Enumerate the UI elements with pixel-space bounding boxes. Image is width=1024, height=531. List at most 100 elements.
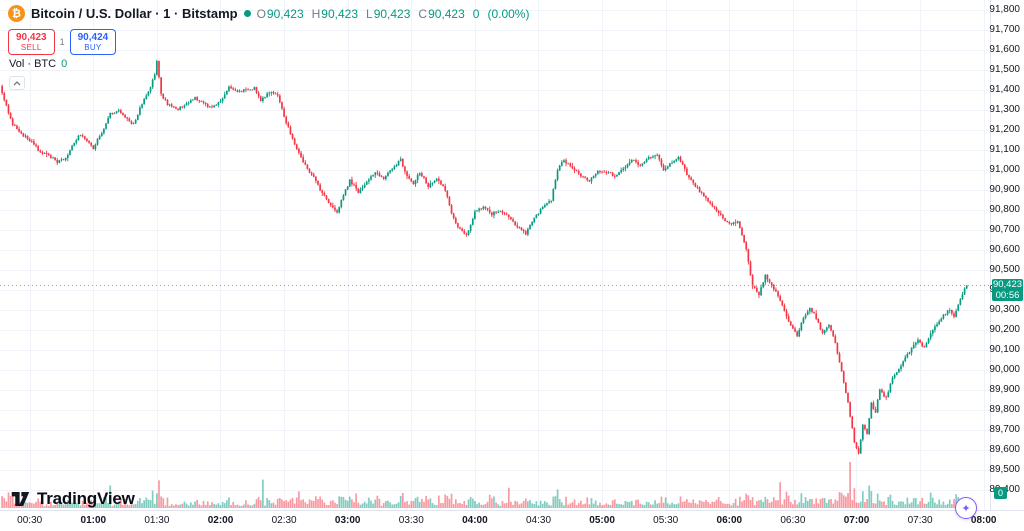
volume-bar [830, 499, 832, 508]
candle [459, 227, 461, 229]
volume-bar [817, 503, 820, 508]
volume-bar [217, 503, 220, 508]
volume-bar [700, 501, 703, 508]
candle [732, 222, 735, 224]
volume-bar [264, 505, 266, 508]
volume-bar [283, 501, 285, 508]
price-axis-label: 91,000 [989, 164, 1020, 175]
candle [488, 209, 491, 213]
buy-button[interactable]: 90,424 BUY [69, 29, 117, 55]
volume-bar [931, 497, 934, 508]
candle [308, 169, 311, 173]
volume-bar [898, 501, 900, 508]
candle [312, 174, 315, 177]
volume-bar [753, 505, 756, 508]
volume-bar [410, 501, 413, 508]
volume-bar [156, 493, 158, 508]
candle [859, 439, 862, 454]
candle [959, 299, 962, 305]
candle [43, 153, 46, 154]
volume-bar [592, 503, 595, 508]
candle [821, 329, 824, 334]
volume-bar [433, 504, 436, 508]
candle [170, 104, 173, 107]
candle [109, 113, 112, 119]
candle [289, 126, 292, 135]
volume-bar [497, 504, 500, 508]
candle [510, 217, 512, 220]
price-axis-label: 91,200 [989, 124, 1020, 135]
volume-bar [94, 495, 97, 508]
candle [113, 113, 116, 115]
symbol-title[interactable]: Bitcoin / U.S. Dollar · 1 · Bitstamp [31, 6, 238, 21]
candle [147, 91, 150, 96]
candle [287, 123, 290, 127]
candle [437, 178, 440, 181]
time-axis[interactable]: 00:30 01:00 01:30 02:00 02:30 03:00 03:30 04:00… [0, 510, 1024, 531]
candle [707, 197, 709, 202]
volume-bar [113, 504, 116, 508]
price-axis-label: 89,900 [989, 384, 1020, 395]
candle [734, 222, 737, 224]
legend-collapse-button[interactable] [9, 76, 25, 90]
candle [408, 176, 411, 179]
volume-bar [654, 500, 656, 508]
volume-bar [921, 497, 924, 508]
assistant-button[interactable]: ✦ [955, 497, 977, 519]
candle [384, 175, 387, 179]
candle [679, 157, 682, 162]
volume-bar [715, 499, 718, 508]
candle [94, 144, 97, 150]
volume-bar [902, 501, 904, 508]
volume-bar [908, 503, 911, 508]
candle [580, 173, 582, 177]
volume-bar [842, 495, 845, 508]
volume-bar [514, 500, 517, 508]
volume-legend[interactable]: Vol · BTC 0 [9, 58, 67, 70]
candle [149, 87, 152, 92]
volume-bar [247, 504, 249, 508]
volume-bar [126, 504, 129, 508]
volume-bar [677, 503, 680, 508]
candle [41, 152, 44, 154]
candle [722, 214, 724, 219]
candle [30, 141, 33, 142]
volume-bar [942, 501, 945, 508]
candle [429, 183, 432, 188]
volume-bar [874, 503, 877, 508]
volume-layer [1, 462, 968, 508]
candle [293, 138, 296, 145]
volume-bar [832, 503, 835, 508]
candle [603, 171, 606, 173]
volume-bar [465, 504, 468, 508]
volume-bar [363, 501, 366, 508]
candle [940, 318, 943, 322]
volume-bar [450, 493, 453, 508]
candle [353, 184, 355, 186]
volume-bar [378, 498, 381, 508]
volume-bar [590, 498, 593, 508]
candle [310, 172, 313, 175]
candle [533, 217, 536, 223]
candle [705, 196, 707, 198]
market-open-dot[interactable] [243, 10, 251, 17]
price-axis[interactable]: 90,423 00:56 0 91,800 91,700 91,600 91,500 9… [989, 0, 1024, 510]
volume-bar [734, 498, 737, 508]
sell-button[interactable]: 90,423 SELL [8, 29, 55, 55]
chevron-up-icon [13, 80, 21, 85]
candle [355, 184, 358, 189]
symbol-legend[interactable]: ₿ Bitcoin / U.S. Dollar · 1 · Bitstamp O… [8, 5, 529, 22]
volume-bar [728, 503, 731, 508]
volume-bar [690, 502, 692, 508]
volume-bar [872, 503, 875, 508]
volume-bar [755, 501, 758, 508]
candle [925, 343, 928, 348]
volume-bar [355, 493, 358, 508]
tradingview-logo[interactable]: TradingView [10, 489, 135, 509]
volume-bar [92, 503, 95, 508]
volume-bar [289, 499, 292, 508]
candle [471, 218, 474, 225]
volume-bar [122, 504, 124, 508]
candle [240, 91, 243, 92]
